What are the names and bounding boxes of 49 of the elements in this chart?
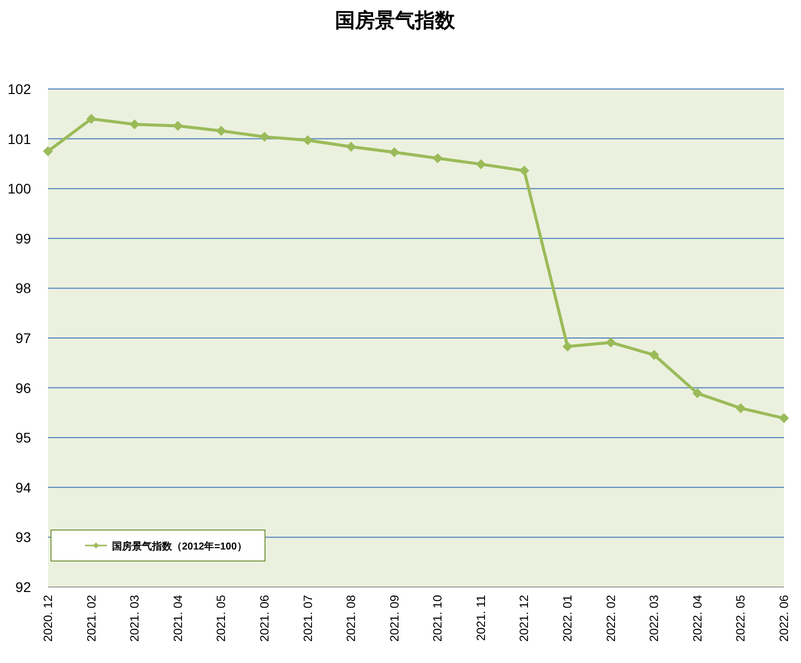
x-tick-label: 2022. 04 xyxy=(690,594,704,642)
point xyxy=(43,146,53,156)
x-tick-label: 2020. 12 xyxy=(41,594,55,642)
x-tick-label: 2021. 08 xyxy=(344,594,358,642)
point xyxy=(432,153,443,164)
y-tick-label: 101 xyxy=(8,130,32,147)
point xyxy=(779,413,789,424)
x-tick-label: 2021. 05 xyxy=(214,594,228,642)
y-tick-label: 92 xyxy=(15,579,32,595)
x-tick-label: 2021. 11 xyxy=(474,594,488,641)
point xyxy=(86,114,96,124)
point xyxy=(649,350,660,360)
x-tick-label: 2021. 07 xyxy=(300,594,315,642)
y-tick-label: 102 xyxy=(8,81,32,97)
x-tick-label: 2021. 04 xyxy=(170,594,185,642)
x-tick-label: 2022. 01 xyxy=(560,594,575,642)
y-tick-label: 100 xyxy=(8,180,32,197)
y-tick-label: 99 xyxy=(15,230,32,246)
y-tick-label: 95 xyxy=(15,430,32,446)
point xyxy=(476,159,486,170)
y-tick-label: 97 xyxy=(15,330,32,346)
point xyxy=(302,135,313,146)
point xyxy=(562,341,573,352)
x-tick-label: 2021. 06 xyxy=(257,594,272,642)
point xyxy=(346,142,356,152)
x-tick-label: 2022. 05 xyxy=(734,594,748,642)
chart-title: 国房景气指数 xyxy=(335,9,456,32)
point xyxy=(216,126,226,136)
point xyxy=(519,166,530,176)
x-tick-label: 2021. 10 xyxy=(430,594,445,642)
x-tick-label: 2021. 09 xyxy=(387,594,402,642)
point xyxy=(259,132,270,142)
legend-label: 国房景气指数（2012年=100） xyxy=(112,540,247,552)
x-tick-label: 2021. 03 xyxy=(128,594,142,642)
y-tick-label: 96 xyxy=(15,380,32,396)
point xyxy=(389,147,400,158)
point xyxy=(736,403,746,414)
point xyxy=(606,337,616,348)
x-tick-label: 2022. 02 xyxy=(604,594,618,642)
y-tick-label: 93 xyxy=(15,529,32,546)
x-tick-label: 2021. 02 xyxy=(84,594,98,642)
y-tick-label: 94 xyxy=(15,479,32,496)
point xyxy=(130,119,140,130)
point xyxy=(172,120,183,131)
x-tick-label: 2021. 12 xyxy=(517,594,532,642)
point xyxy=(692,388,702,398)
x-tick-label: 2022. 03 xyxy=(647,594,662,642)
y-tick-label: 98 xyxy=(15,280,32,296)
x-tick-label: 2022. 06 xyxy=(777,594,791,642)
